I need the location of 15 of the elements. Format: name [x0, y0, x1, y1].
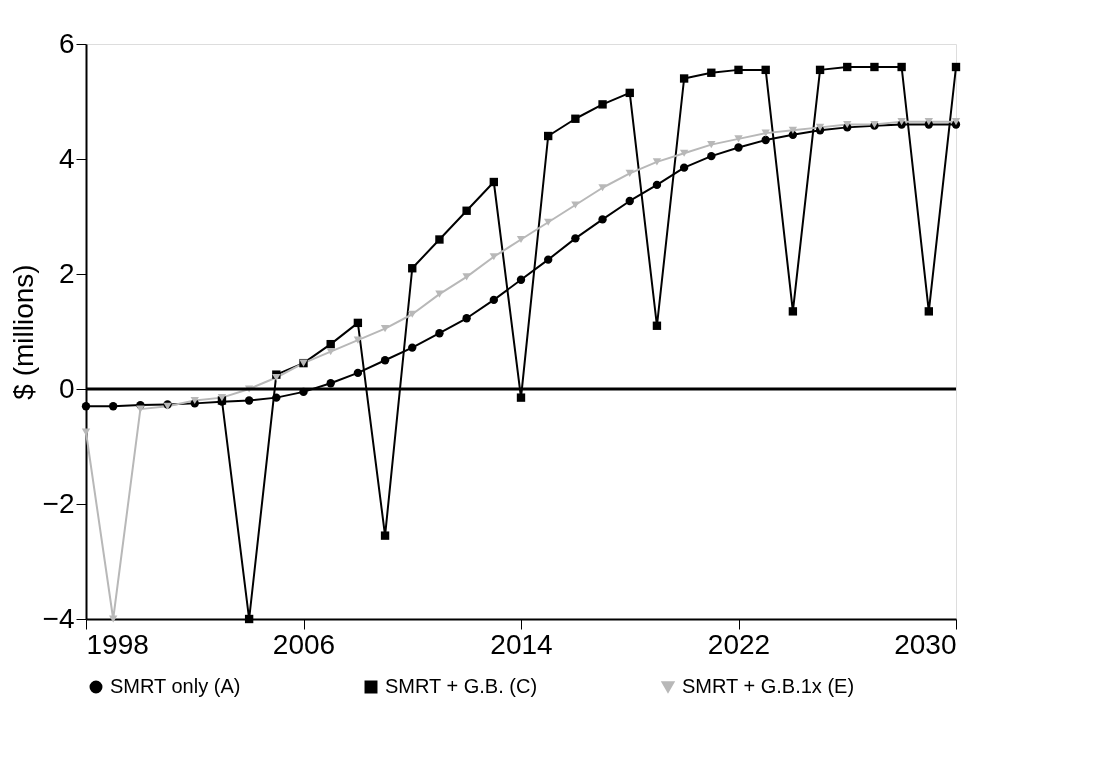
legend-label: SMRT + G.B. (C) [385, 675, 538, 697]
legend-label: SMRT + G.B.1x (E) [682, 675, 855, 697]
y-tick-label: 4 [58, 142, 75, 174]
y-tick-label: 6 [58, 27, 75, 59]
y-tick-label: −2 [42, 487, 75, 519]
x-tick-label: 1998 [86, 628, 149, 660]
y-tick-label: 2 [58, 257, 75, 289]
x-tick-label: 2030 [894, 628, 957, 660]
y-axis-title: $ (millions) [7, 264, 39, 400]
x-tick-label: 2006 [272, 628, 336, 660]
y-tick-label: 0 [58, 372, 75, 404]
y-tick-label: −4 [42, 602, 75, 634]
x-tick-label: 2022 [707, 628, 771, 660]
x-tick-label: 2014 [490, 628, 553, 660]
legend-label: SMRT only (A) [110, 675, 241, 697]
